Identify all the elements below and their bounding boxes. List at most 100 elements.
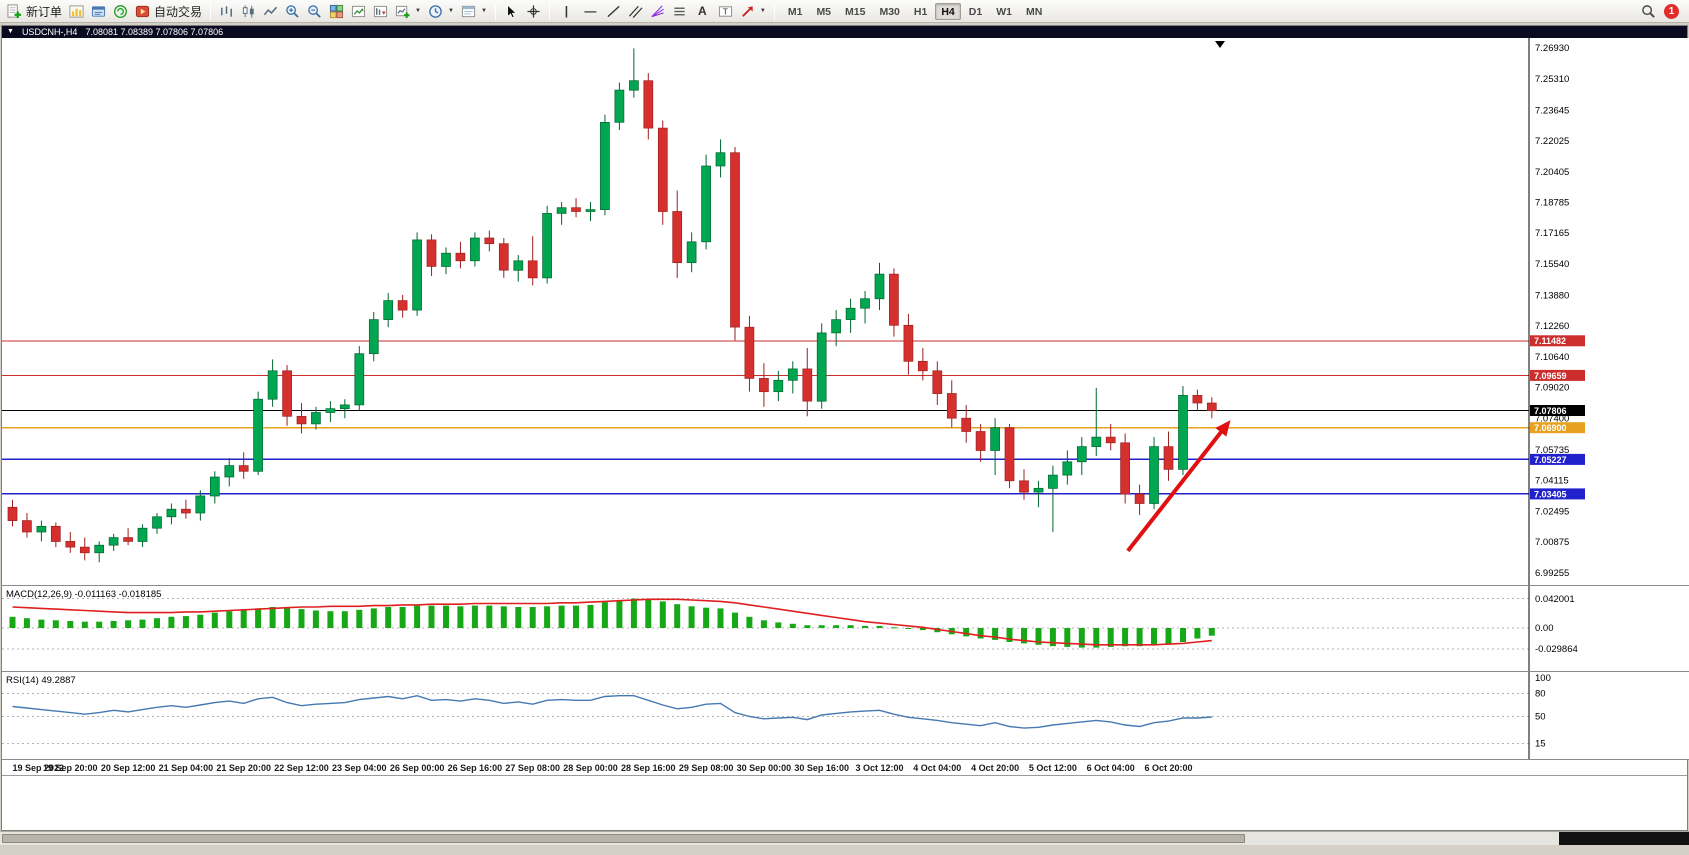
- rsi-axis-label: 15: [1535, 739, 1546, 750]
- profiles-chart-icon: [69, 4, 84, 18]
- svg-text:T: T: [723, 6, 728, 16]
- candlestick-chart-icon: [242, 4, 254, 18]
- macd-bar: [312, 610, 319, 628]
- trend-arrow[interactable]: [1126, 420, 1231, 553]
- macd-bar: [558, 605, 565, 628]
- macd-bar: [154, 618, 160, 628]
- text-label-button[interactable]: T: [715, 2, 736, 21]
- text-label-icon: T: [718, 6, 732, 17]
- timeframe-h1[interactable]: H1: [913, 5, 928, 18]
- line-chart-button[interactable]: [260, 2, 281, 21]
- search-button[interactable]: [1638, 2, 1659, 21]
- rsi-panel[interactable]: 100 80 50 15 RSI(14) 49.2887: [2, 672, 1689, 760]
- tile-windows-icon: [329, 4, 344, 18]
- new-chart-button[interactable]: ▼: [392, 2, 424, 21]
- new-order-button[interactable]: 新订单: [4, 2, 65, 21]
- time-axis-label: 4 Oct 04:00: [913, 763, 962, 773]
- time-axis-label: 21 Sep 04:00: [158, 763, 214, 773]
- timeframe-mn[interactable]: MN: [1025, 5, 1043, 18]
- macd-bar: [1035, 628, 1042, 645]
- arrows-tool-button[interactable]: ▼: [737, 2, 769, 21]
- rsi-axis-label: 50: [1535, 712, 1546, 723]
- data-window-button[interactable]: [110, 2, 131, 21]
- auto-trading-button[interactable]: 自动交易: [132, 2, 205, 21]
- candle: [267, 359, 278, 407]
- time-axis-label: 21 Sep 20:00: [216, 763, 271, 773]
- periods-button[interactable]: ▼: [425, 2, 457, 21]
- zoom-in-button[interactable]: [282, 2, 303, 21]
- horizontal-scrollbar[interactable]: [0, 831, 1689, 845]
- price-chart-panel[interactable]: 7.26930 7.25310 7.23645 7.22025 7.20405 7.187…: [2, 38, 1689, 586]
- candle: [209, 471, 220, 504]
- macd-bar: [1006, 628, 1013, 642]
- candle: [759, 363, 769, 407]
- candle: [339, 399, 350, 419]
- tile-windows-button[interactable]: [326, 2, 347, 21]
- candle: [65, 532, 76, 553]
- candle: [1062, 450, 1073, 485]
- time-axis-label: 3 Oct 12:00: [855, 763, 904, 773]
- crosshair-button[interactable]: [523, 2, 544, 21]
- scrollbar-handle[interactable]: [2, 834, 1245, 843]
- vertical-line-button[interactable]: |: [555, 2, 578, 21]
- timeframe-h4[interactable]: H4: [935, 2, 961, 20]
- candle: [152, 513, 162, 534]
- trendline-button[interactable]: [603, 2, 624, 21]
- candle: [1206, 397, 1217, 419]
- price-badge: 7.09659: [1530, 369, 1585, 381]
- macd-bar: [963, 628, 970, 637]
- candle: [701, 154, 711, 250]
- macd-bar: [760, 620, 767, 628]
- macd-bar: [529, 607, 536, 628]
- macd-bar: [443, 605, 449, 628]
- cursor-button[interactable]: [501, 2, 522, 21]
- bar-chart-button[interactable]: [216, 2, 237, 21]
- timeframe-m1[interactable]: M1: [787, 5, 803, 18]
- macd-bar: [486, 605, 493, 628]
- chart-ohlc-values: 7.08081 7.08389 7.07806 7.07806: [85, 27, 224, 37]
- candle: [311, 406, 321, 430]
- arrange-charts-icon: [351, 5, 366, 17]
- chart-shift-marker[interactable]: [1215, 41, 1225, 48]
- candle: [1178, 386, 1188, 476]
- macd-panel[interactable]: 0.042001 0.00 -0.029864 MACD(12,26,9) -0.01…: [2, 586, 1689, 672]
- templates-button[interactable]: ▼: [458, 2, 490, 21]
- shapes-button[interactable]: [669, 2, 690, 21]
- notification-badge[interactable]: 1: [1664, 3, 1679, 19]
- fibonacci-button[interactable]: [647, 2, 668, 21]
- rsi-axis-label: 100: [1535, 673, 1551, 684]
- macd-bar: [211, 612, 218, 628]
- candle: [744, 315, 755, 392]
- macd-bar: [125, 620, 132, 628]
- collapse-triangle-icon[interactable]: ▼: [7, 28, 14, 35]
- macd-bar: [327, 611, 334, 628]
- channel-button[interactable]: [625, 2, 646, 21]
- candlestick-chart-button[interactable]: [238, 2, 259, 21]
- macd-bar: [139, 619, 146, 628]
- arrange-charts-button[interactable]: [348, 2, 369, 21]
- candle: [7, 499, 18, 527]
- candle: [975, 423, 986, 462]
- profiles-button[interactable]: [66, 2, 87, 21]
- chart-autoscroll-button[interactable]: [370, 2, 391, 21]
- macd-bar: [1078, 628, 1085, 648]
- macd-bar: [905, 628, 912, 629]
- time-axis-label: 26 Sep 16:00: [447, 763, 503, 773]
- timeframe-m15[interactable]: M15: [845, 5, 866, 18]
- price-axis-label: 7.02495: [1535, 506, 1569, 517]
- text-button[interactable]: A: [691, 2, 714, 21]
- macd-bar: [919, 628, 926, 631]
- zoom-out-button[interactable]: [304, 2, 325, 21]
- timeframe-m30[interactable]: M30: [879, 5, 900, 18]
- macd-bar: [500, 606, 507, 628]
- timeframe-m5[interactable]: M5: [816, 5, 832, 18]
- price-badge: 7.03405: [1530, 488, 1585, 500]
- timeframe-w1[interactable]: W1: [996, 5, 1012, 18]
- horizontal-line-button[interactable]: —: [579, 2, 602, 21]
- timeframe-d1[interactable]: D1: [968, 5, 983, 18]
- candle: [498, 238, 509, 278]
- time-axis: 19 Sep 2022 19 Sep 20:00 20 Sep 12:00 21 Se…: [2, 760, 1687, 776]
- macd-bar: [674, 604, 681, 628]
- market-watch-button[interactable]: [88, 2, 109, 21]
- macd-bar: [862, 625, 868, 628]
